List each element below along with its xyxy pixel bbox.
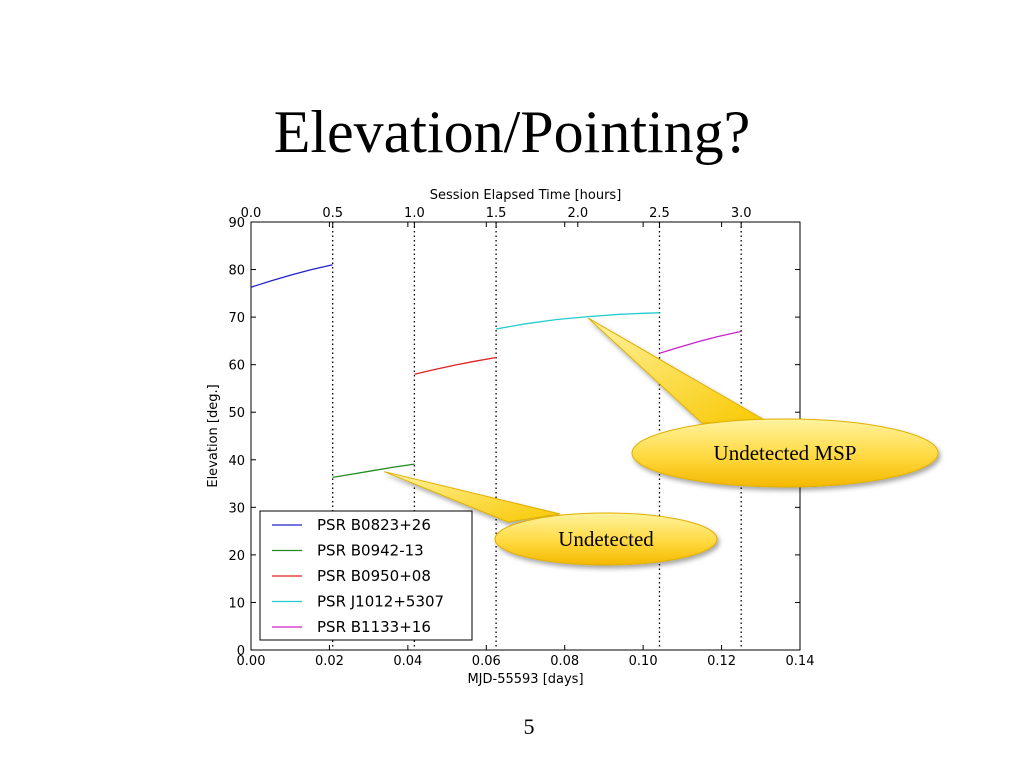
top-x-tick-label: 3.0	[731, 206, 752, 221]
x-tick-label: 0.12	[707, 654, 736, 669]
callout-bubble	[631, 418, 939, 488]
y-tick-label: 60	[228, 359, 245, 374]
y-tick-label: 10	[228, 596, 245, 611]
y-tick-label: 80	[228, 264, 245, 279]
top-x-tick-label: 0.0	[241, 206, 262, 221]
legend-label: PSR J1012+5307	[317, 593, 444, 611]
top-x-tick-label: 2.0	[567, 206, 588, 221]
callout-text: Undetected	[558, 527, 654, 551]
x-tick-label: 0.14	[786, 654, 815, 669]
y-tick-label: 30	[228, 501, 245, 516]
series-line-0	[250, 264, 333, 288]
top-x-tick-label: 2.5	[649, 206, 670, 221]
y-tick-label: 0	[237, 644, 245, 659]
y-tick-label: 70	[228, 311, 245, 326]
top-x-tick-label: 1.5	[486, 206, 507, 221]
y-tick-label: 40	[228, 454, 245, 469]
legend-label: PSR B0950+08	[317, 567, 431, 585]
x-axis-label: MJD-55593 [days]	[467, 672, 583, 687]
y-tick-label: 90	[228, 216, 245, 231]
x-tick-label: 0.00	[237, 654, 266, 669]
x-tick-label: 0.02	[315, 654, 344, 669]
x-tick-label: 0.08	[550, 654, 579, 669]
x-tick-label: 0.10	[629, 654, 658, 669]
top-x-axis-label: Session Elapsed Time [hours]	[430, 188, 622, 203]
callout-pointer	[384, 471, 561, 523]
series-line-2	[414, 356, 497, 375]
y-axis-label: Elevation [deg.]	[206, 384, 221, 487]
y-tick-label: 20	[228, 549, 245, 564]
top-x-tick-label: 0.5	[322, 206, 343, 221]
series-line-4	[659, 330, 742, 354]
series-line-1	[332, 463, 415, 479]
series-line-3	[495, 312, 660, 330]
legend-label: PSR B0823+26	[317, 516, 431, 534]
slide-title: Elevation/Pointing?	[273, 99, 751, 165]
callout-text: Undetected MSP	[714, 441, 857, 465]
x-tick-label: 0.06	[472, 654, 501, 669]
x-tick-label: 0.04	[393, 654, 422, 669]
callout-bubble	[494, 512, 718, 566]
top-x-tick-label: 1.0	[404, 206, 425, 221]
y-tick-label: 50	[228, 406, 245, 421]
legend-label: PSR B0942-13	[317, 542, 424, 560]
page-number: 5	[523, 714, 535, 739]
legend-label: PSR B1133+16	[317, 618, 431, 636]
